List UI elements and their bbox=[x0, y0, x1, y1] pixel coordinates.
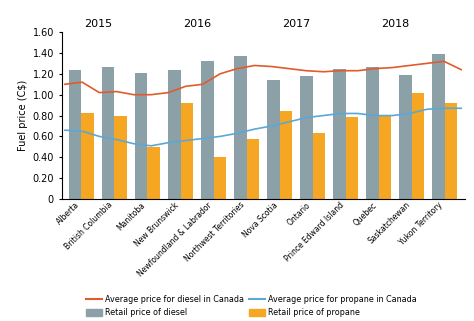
Bar bbox=[412, 92, 424, 199]
Bar bbox=[135, 73, 147, 199]
Bar bbox=[234, 56, 246, 199]
Bar bbox=[69, 70, 82, 199]
Text: 2016: 2016 bbox=[183, 19, 211, 29]
Bar bbox=[300, 76, 313, 199]
Bar bbox=[102, 66, 114, 199]
Bar bbox=[333, 69, 346, 199]
Bar bbox=[213, 157, 226, 199]
Bar bbox=[82, 114, 94, 199]
Bar bbox=[445, 103, 457, 199]
Text: 2015: 2015 bbox=[84, 19, 112, 29]
Bar bbox=[246, 139, 259, 199]
Bar bbox=[432, 54, 445, 199]
Bar bbox=[168, 70, 181, 199]
Bar bbox=[313, 133, 325, 199]
Bar bbox=[399, 75, 412, 199]
Bar bbox=[181, 103, 193, 199]
Y-axis label: Fuel price (C$): Fuel price (C$) bbox=[18, 80, 28, 151]
Legend: Average price for diesel in Canada, Retail price of diesel, Average price for pr: Average price for diesel in Canada, Reta… bbox=[86, 295, 417, 317]
Bar bbox=[280, 111, 292, 199]
Bar bbox=[201, 61, 213, 199]
Bar bbox=[346, 117, 358, 199]
Text: 2017: 2017 bbox=[282, 19, 310, 29]
Text: 2018: 2018 bbox=[381, 19, 409, 29]
Bar bbox=[114, 116, 127, 199]
Bar bbox=[379, 116, 391, 199]
Bar bbox=[366, 66, 379, 199]
Bar bbox=[147, 147, 160, 199]
Bar bbox=[267, 80, 280, 199]
